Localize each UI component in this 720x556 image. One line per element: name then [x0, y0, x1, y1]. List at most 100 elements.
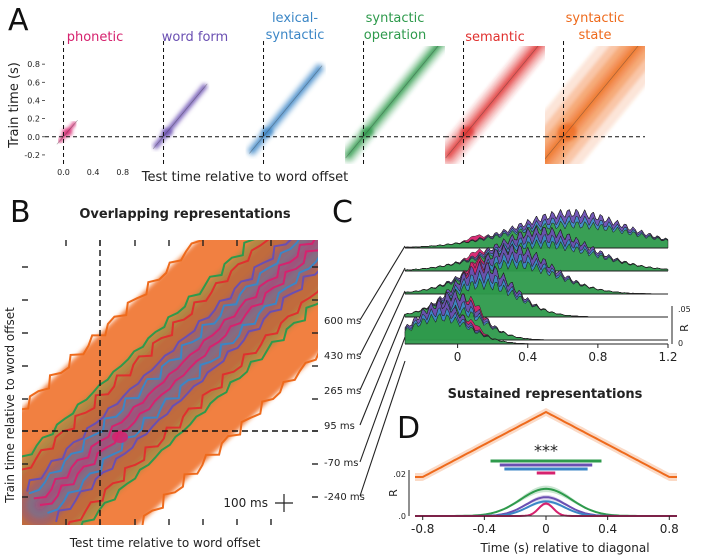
contour-word_form — [26, 240, 292, 492]
subpanel-lexical_syntactic: lexical-syntactic — [245, 11, 345, 164]
title-line: word form — [162, 30, 228, 45]
contour-syntactic_operation — [22, 240, 255, 458]
slice-label: 600 ms — [324, 316, 361, 327]
c-xtick: 0 — [454, 350, 462, 364]
c-ylabel: R — [678, 324, 691, 332]
slice-connector — [359, 360, 406, 497]
area-phonetic — [404, 225, 669, 271]
contour — [345, 46, 439, 159]
area-phonetic — [404, 300, 668, 345]
d-xtick: 0 — [542, 522, 550, 536]
diagonal-band — [545, 46, 642, 164]
subpanel-title-phonetic: phonetic — [67, 30, 124, 45]
slice-label: 430 ms — [324, 351, 361, 362]
slice-label: -240 ms — [324, 492, 365, 503]
ci-band — [415, 501, 677, 516]
contour-lexical_syntactic — [47, 256, 318, 514]
d-xtick: 0.8 — [660, 522, 679, 536]
panel-a-xlabel: Test time relative to word offset — [141, 170, 348, 185]
slice-label: -70 ms — [324, 458, 358, 469]
slice-row — [404, 300, 668, 345]
ci-band — [415, 494, 677, 516]
title-line: phonetic — [67, 30, 124, 45]
subpanel-title-semantic: semantic — [465, 30, 525, 45]
subpanel-title-lexical_syntactic: lexical-syntactic — [266, 11, 325, 43]
scale-bar-label: 100 ms — [223, 496, 268, 510]
d-ytick-bottom: .0 — [398, 512, 406, 521]
contour-phonetic — [39, 248, 318, 506]
area-phonetic — [404, 256, 668, 318]
panel-b-ylabel: Train time relative to word offset — [3, 307, 17, 504]
contour-phonetic — [33, 240, 316, 500]
a-ytick: 0.2 — [27, 115, 40, 124]
slice-connector — [359, 336, 406, 463]
slice-connector-lines — [359, 245, 406, 497]
title-line: lexical- — [272, 11, 318, 26]
area-phonetic — [404, 288, 668, 341]
title-line: semantic — [465, 30, 525, 45]
contour-syntactic_state — [141, 352, 318, 525]
panel-b-xlabel: Test time relative to word offset — [69, 536, 261, 550]
title-line: state — [579, 28, 612, 43]
a-xtick: 0.4 — [87, 168, 100, 177]
subpanel-syntactic_operation: syntactic operation — [345, 11, 445, 164]
c-xtick: 1.2 — [658, 350, 677, 364]
c-ytick-top: .05 — [678, 305, 691, 314]
onset-peak — [360, 126, 374, 138]
title-line: syntactic — [266, 28, 325, 43]
series-syntactic_state — [415, 408, 677, 481]
panel-a-generalization-matrices: phonetic 0.8 0.6 0.4 0.2 0.0 -0.2 0.0 0.4 0.8 word… — [24, 11, 645, 177]
contour-semantic — [67, 289, 318, 525]
panel-letter-b: B — [10, 195, 31, 230]
contour-lexical_syntactic — [28, 240, 300, 495]
a-xtick: 0.8 — [116, 168, 129, 177]
slice-connector — [359, 245, 406, 321]
band-fill — [35, 240, 318, 510]
a-ytick: 0.8 — [27, 60, 40, 69]
contour-syntactic_operation — [80, 302, 318, 525]
phonetic-peak — [112, 431, 128, 443]
panel-d-sustained: *** -0.8 -0.4 0 0.4 0.8 .02 .0 R — [387, 408, 679, 536]
series-line — [415, 502, 677, 517]
panel-d-title: Sustained representations — [448, 387, 643, 402]
subpanel-phonetic: phonetic — [45, 30, 145, 164]
ci-band — [415, 485, 677, 516]
significance-stars: *** — [534, 441, 558, 460]
contour — [56, 119, 78, 145]
d-xtick: 0.4 — [598, 522, 617, 536]
layer-phonetic — [33, 240, 318, 510]
contour — [152, 83, 208, 150]
area-phonetic — [404, 243, 668, 295]
panel-b-overlap-matrix: 100 ms 600 ms 430 ms 265 ms 95 ms -70 ms -240 … — [22, 240, 365, 525]
subpanel-semantic: semantic — [445, 30, 545, 164]
panel-c-stacked-decoding: 0 0.4 0.8 1.2 .05 0 R — [404, 208, 691, 364]
panel-a-ylabel: Train time (s) — [7, 62, 22, 149]
onset-peak — [261, 127, 274, 138]
d-xtick: -0.8 — [411, 522, 434, 536]
panel-letter-d: D — [397, 411, 420, 446]
panel-b-title: Overlapping representations — [79, 207, 291, 222]
d-ylabel: R — [387, 489, 400, 497]
subpanel-syntactic_state: syntactic state — [545, 11, 645, 164]
slice-label: 95 ms — [324, 421, 355, 432]
series-line — [415, 410, 677, 478]
a-ytick: 0.6 — [27, 78, 40, 87]
a-ytick: 0.4 — [27, 96, 40, 105]
diagonal-band — [250, 67, 321, 152]
panel-letter-a: A — [8, 3, 29, 38]
c-xtick: 0.4 — [518, 350, 537, 364]
subpanel-title-word_form: word form — [162, 30, 228, 45]
c-ytick-bottom: 0 — [678, 339, 683, 348]
title-line: syntactic — [366, 11, 425, 26]
subpanel-title-syntactic_state: syntactic state — [566, 11, 625, 43]
contour-syntactic_state — [22, 240, 204, 411]
subpanel-word_form: word form — [145, 30, 245, 164]
slice-connector — [359, 267, 406, 356]
overlap-layers — [22, 240, 318, 525]
d-ytick-top: .02 — [393, 470, 406, 479]
onset-peak — [61, 127, 73, 137]
contour — [545, 46, 639, 160]
area-phonetic — [404, 208, 669, 248]
slice-connector — [359, 313, 406, 426]
